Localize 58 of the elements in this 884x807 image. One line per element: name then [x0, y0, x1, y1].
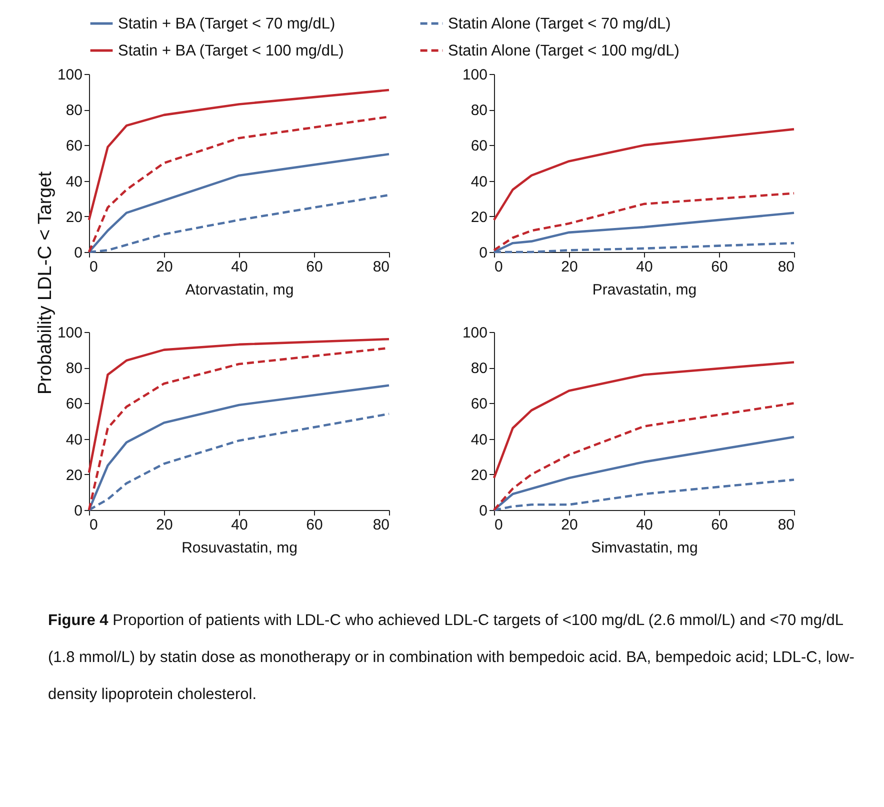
y-tick-label: 0 [74, 244, 82, 262]
legend-label: Statin + BA (Target < 100 mg/dL) [118, 42, 344, 60]
y-tick-label: 40 [66, 173, 82, 190]
x-tick-label: 20 [156, 516, 173, 534]
y-tick-label: 100 [462, 66, 488, 84]
y-tick-label: 0 [74, 502, 82, 520]
x-tick-label: 80 [372, 258, 390, 276]
x-tick-label: 80 [778, 516, 794, 534]
x-axis-title: Simvastatin, mg [591, 540, 698, 556]
x-tick-label: 20 [156, 258, 173, 276]
x-tick-label: 0 [90, 516, 98, 534]
x-tick-label: 40 [636, 258, 653, 276]
y-tick-label: 0 [479, 502, 488, 520]
x-tick-label: 60 [306, 258, 323, 276]
x-tick-label: 0 [494, 258, 503, 276]
x-tick-label: 0 [90, 258, 98, 276]
y-tick-label: 40 [470, 431, 488, 448]
legend-label: Statin Alone (Target < 100 mg/dL) [448, 42, 680, 60]
x-tick-label: 80 [778, 258, 794, 276]
x-axis-title: Atorvastatin, mg [185, 282, 294, 298]
x-tick-label: 40 [636, 516, 653, 534]
x-tick-label: 60 [711, 258, 728, 276]
x-tick-label: 20 [561, 258, 578, 276]
x-tick-label: 20 [561, 516, 578, 534]
y-tick-label: 80 [66, 102, 82, 120]
line-series [88, 88, 390, 222]
y-tick-label: 40 [470, 173, 488, 190]
y-tick-label: 40 [66, 431, 82, 448]
x-axis-title: Rosuvastatin, mg [182, 540, 298, 556]
y-tick-label: 100 [57, 66, 82, 84]
legend-label: Statin + BA (Target < 70 mg/dL) [118, 16, 336, 32]
y-tick-label: 80 [470, 102, 488, 120]
y-tick-label: 60 [470, 138, 488, 155]
y-tick-label: 60 [66, 138, 82, 155]
y-tick-label: 20 [66, 466, 82, 484]
text: Figure 4 Proportion of patients with LDL-C who achieved LDL-C targets of <100 mg/dL (2.6 mmol/L) and <70 mg/dL (1.8 mmol/L) by statin dose as monotherapy or in combination with bempedoic acid. BA, bempedoic acid; LDL-C, low-density lipoprotein cholesterol. [48, 612, 854, 704]
y-tick-label: 100 [462, 324, 488, 342]
y-tick-label: 80 [470, 360, 488, 378]
x-tick-label: 80 [372, 516, 390, 534]
x-tick-label: 40 [231, 516, 248, 534]
x-axis-title: Pravastatin, mg [592, 282, 697, 298]
y-tick-label: 20 [470, 466, 488, 484]
y-axis-title: Probability LDL-C < Target [34, 170, 56, 395]
y-tick-label: 20 [66, 208, 82, 226]
y-tick-label: 60 [66, 396, 82, 413]
x-tick-label: 0 [494, 516, 503, 534]
y-tick-label: 0 [479, 244, 488, 262]
y-tick-label: 100 [57, 324, 82, 342]
x-tick-label: 40 [231, 258, 248, 276]
y-tick-label: 60 [470, 396, 488, 413]
line-series [88, 338, 390, 474]
line-series [492, 128, 796, 222]
y-tick-label: 20 [470, 208, 488, 226]
x-tick-label: 60 [306, 516, 323, 534]
y-tick-label: 80 [66, 360, 82, 378]
x-tick-label: 60 [711, 516, 728, 534]
line-series [492, 361, 796, 480]
legend-label: Statin Alone (Target < 70 mg/dL) [448, 16, 671, 32]
